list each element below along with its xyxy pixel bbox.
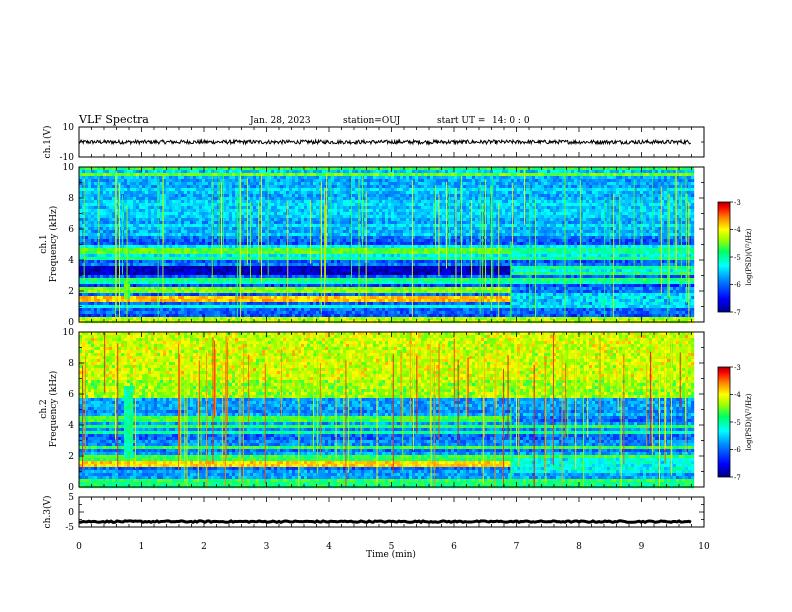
x-tick-label: 9 — [639, 542, 645, 552]
start-ut-label: start UT = — [437, 116, 485, 126]
ch2-spec-ylabel-channel: ch.2 — [39, 399, 49, 418]
x-tick-label: 1 — [139, 542, 145, 552]
ch3-ytick-bottom: -5 — [65, 523, 74, 533]
ch1-spec-ytick-0: 0 — [68, 318, 74, 328]
x-tick-label: 0 — [76, 542, 82, 552]
ch1-colorbar — [718, 202, 730, 312]
ch3-ylabel: ch.3(V) — [42, 496, 53, 529]
ch3-waveform-trace — [79, 521, 691, 522]
ch1-ytick-bottom: -10 — [60, 153, 75, 163]
ch1-spectrogram-heatmap — [79, 167, 694, 323]
ch1-colorbar-label: log(PSD)(V²/Hz) — [745, 228, 753, 285]
ch2-colorbar — [718, 367, 730, 477]
ch1-colorbar-tick-minus7: -7 — [734, 309, 741, 317]
ch2-spec-ytick-0: 0 — [68, 483, 74, 493]
ch1-waveform-panel: 10 -10 ch.1(V) — [42, 123, 704, 163]
ch1-ytick-top: 10 — [63, 123, 75, 133]
ch1-colorbar-tick-minus5: -5 — [734, 254, 741, 262]
figure-title: VLF Spectra — [78, 113, 149, 126]
ch1-colorbar-tick-minus6: -6 — [734, 281, 741, 289]
ch1-spec-ytick-10: 10 — [63, 163, 75, 173]
x-axis-label: Time (min) — [366, 549, 416, 560]
ch1-spectrogram-panel: 0 2 4 6 8 10 ch.1 Frequency (kHz) -3 -4 … — [39, 163, 753, 328]
ch3-ytick-top: 5 — [68, 493, 74, 503]
ch2-spec-ytick-2: 2 — [68, 452, 74, 462]
ch1-colorbar-tick-minus4: -4 — [734, 226, 741, 234]
ch2-spec-ytick-10: 10 — [63, 328, 75, 338]
ch2-colorbar-tick-minus6: -6 — [734, 446, 741, 454]
x-tick-label: 4 — [326, 542, 332, 552]
ch2-colorbar-tick-minus7: -7 — [734, 474, 741, 482]
x-tick-label: 3 — [264, 542, 270, 552]
vlf-figure: VLF Spectra Jan. 28, 2023 station=OUJ st… — [0, 0, 792, 612]
ch1-spec-ytick-2: 2 — [68, 287, 74, 297]
x-tick-label: 8 — [576, 542, 582, 552]
x-tick-label: 6 — [451, 542, 457, 552]
ch2-spectrogram-heatmap — [79, 332, 694, 488]
ch2-spectrogram-panel: 0 2 4 6 8 10 ch.2 Frequency (kHz) -3 -4 … — [39, 328, 753, 493]
ch2-colorbar-label: log(PSD)(V²/Hz) — [745, 393, 753, 450]
x-tick-label: 2 — [201, 542, 207, 552]
ch2-spec-ytick-4: 4 — [68, 421, 74, 431]
ch1-spec-ytick-4: 4 — [68, 256, 74, 266]
ch2-colorbar-tick-minus4: -4 — [734, 391, 741, 399]
ch1-spec-ytick-8: 8 — [68, 194, 74, 204]
ch1-spec-ylabel-frequency: Frequency (kHz) — [48, 206, 59, 283]
ch2-colorbar-tick-minus3: -3 — [734, 364, 741, 372]
x-tick-label: 7 — [514, 542, 520, 552]
ch1-spec-ylabel-channel: ch.1 — [39, 234, 49, 253]
ch1-colorbar-ticks — [730, 202, 733, 312]
ch2-colorbar-ticks — [730, 367, 733, 477]
station-label: station=OUJ — [343, 116, 401, 126]
ch2-colorbar-tick-minus5: -5 — [734, 419, 741, 427]
ch1-spec-ytick-6: 6 — [68, 225, 74, 235]
ch2-spec-ytick-6: 6 — [68, 390, 74, 400]
ch3-waveform-panel: 5 0 -5 ch.3(V) — [42, 493, 704, 533]
ch2-spec-ytick-8: 8 — [68, 359, 74, 369]
ch2-spec-ylabel-frequency: Frequency (kHz) — [48, 371, 59, 448]
ch1-ylabel: ch.1(V) — [42, 126, 53, 159]
ch3-ytick-middle: 0 — [68, 508, 74, 518]
date-label: Jan. 28, 2023 — [249, 116, 311, 126]
start-time-value: 14: 0 : 0 — [492, 116, 530, 126]
x-tick-label: 10 — [698, 542, 710, 552]
ch1-colorbar-tick-minus3: -3 — [734, 199, 741, 207]
